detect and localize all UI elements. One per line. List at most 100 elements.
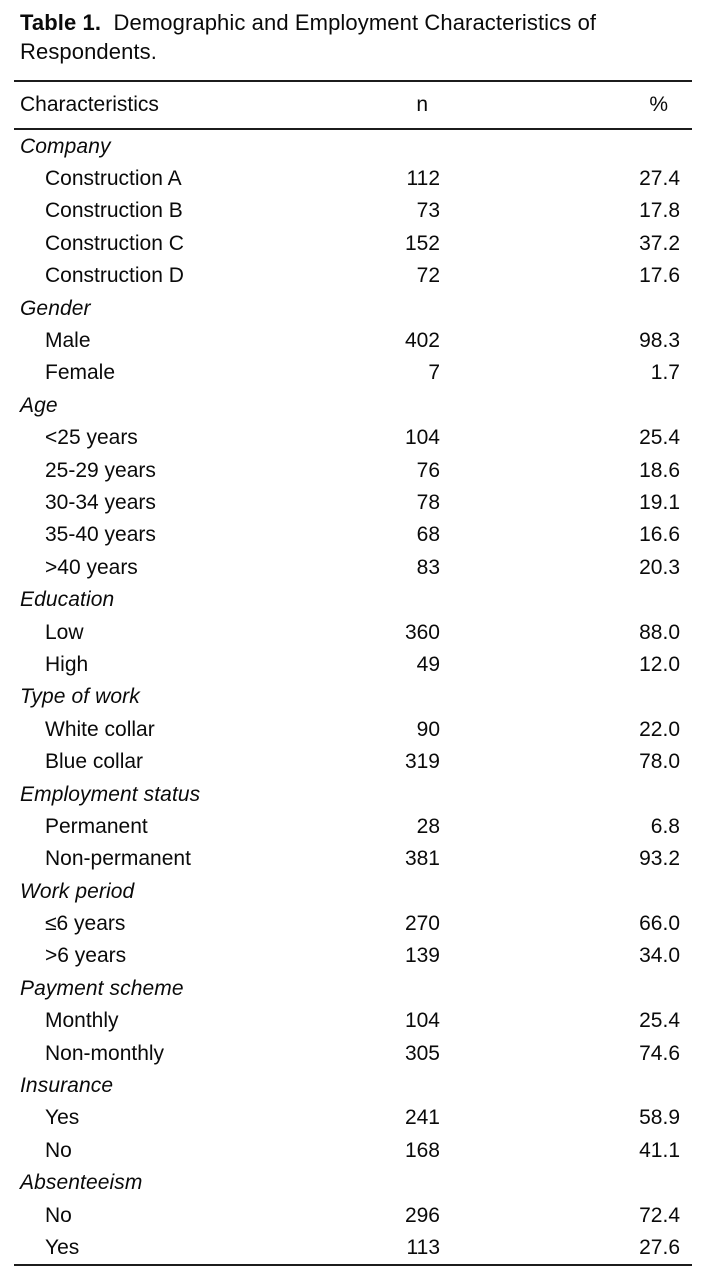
column-header-n: n	[416, 93, 428, 116]
header-row: Characteristics n %	[14, 81, 692, 129]
row-n-value: 168	[404, 1138, 440, 1162]
section-header-row: Payment scheme	[14, 972, 692, 1004]
section-name: Payment scheme	[20, 976, 184, 1000]
data-row: Permanent 28 6.8	[14, 810, 692, 842]
row-label: 25-29 years	[45, 458, 156, 482]
data-row: Non-monthly 305 74.6	[14, 1037, 692, 1069]
section-name: Insurance	[20, 1074, 114, 1098]
section-header-row: Employment status	[14, 778, 692, 810]
row-n-value: 360	[404, 620, 440, 644]
row-label: Construction A	[45, 167, 182, 191]
table-header: Characteristics n %	[14, 81, 692, 129]
section-header-row: Absenteeism	[14, 1167, 692, 1199]
row-percent-value: 1.7	[650, 361, 680, 385]
row-n-value: 112	[406, 167, 440, 191]
row-percent-value: 37.2	[639, 231, 680, 255]
row-percent-value: 88.0	[639, 620, 680, 644]
row-percent-value: 25.4	[639, 426, 680, 450]
row-percent-value: 17.6	[639, 264, 680, 288]
data-row: Non-permanent 381 93.2	[14, 843, 692, 875]
data-row: High 49 12.0	[14, 648, 692, 680]
row-percent-value: 93.2	[639, 847, 680, 871]
row-percent-value: 27.6	[639, 1235, 680, 1259]
section-header-row: Gender	[14, 292, 692, 324]
data-row: No 296 72.4	[14, 1199, 692, 1231]
row-n-value: 319	[404, 750, 440, 774]
row-percent-value: 98.3	[639, 329, 680, 353]
row-n-value: 152	[404, 231, 440, 255]
data-row: >40 years 83 20.3	[14, 551, 692, 583]
row-label: High	[45, 652, 89, 676]
section-name: Type of work	[20, 685, 140, 709]
row-label: Female	[45, 361, 116, 385]
table-caption-text: Demographic and Employment Characteristi…	[20, 10, 597, 64]
row-percent-value: 22.0	[639, 717, 680, 741]
row-n-value: 104	[404, 1009, 440, 1033]
section-header-row: Insurance	[14, 1069, 692, 1101]
row-label: ≤6 years	[45, 912, 126, 936]
section-name: Age	[20, 393, 58, 417]
data-row: Construction B 73 17.8	[14, 195, 692, 227]
row-label: 35-40 years	[45, 523, 156, 547]
column-header-percent: %	[649, 93, 668, 116]
data-row: <25 years 104 25.4	[14, 422, 692, 454]
row-label: Yes	[45, 1106, 80, 1130]
row-n-value: 28	[416, 814, 440, 838]
row-n-value: 296	[404, 1203, 440, 1227]
row-label: <25 years	[45, 426, 138, 450]
data-row: Female 7 1.7	[14, 357, 692, 389]
row-label: Monthly	[45, 1009, 119, 1033]
table-body: Company Construction A 112 27.4 Construction…	[14, 129, 692, 1265]
row-n-value: 113	[406, 1235, 440, 1259]
section-name: Gender	[20, 296, 91, 320]
row-percent-value: 20.3	[639, 555, 680, 579]
section-name: Education	[20, 588, 115, 612]
row-label: Permanent	[45, 814, 148, 838]
section-header-row: Work period	[14, 875, 692, 907]
row-label: No	[45, 1203, 72, 1227]
row-n-value: 73	[416, 199, 440, 223]
row-label: Low	[45, 620, 84, 644]
row-n-value: 402	[404, 329, 440, 353]
row-label: >6 years	[45, 944, 127, 968]
row-label: >40 years	[45, 555, 138, 579]
row-n-value: 305	[404, 1041, 440, 1065]
row-n-value: 270	[404, 912, 440, 936]
section-header-row: Education	[14, 583, 692, 615]
row-percent-value: 17.8	[639, 199, 680, 223]
row-percent-value: 19.1	[639, 490, 680, 514]
row-n-value: 68	[416, 523, 440, 547]
row-label: Yes	[45, 1235, 80, 1259]
row-label: 30-34 years	[45, 490, 156, 514]
row-n-value: 83	[416, 555, 440, 579]
table-caption: Table 1. Demographic and Employment Char…	[20, 8, 686, 66]
row-n-value: 90	[416, 717, 440, 741]
row-percent-value: 72.4	[639, 1203, 680, 1227]
row-n-value: 76	[416, 458, 440, 482]
row-n-value: 104	[404, 426, 440, 450]
row-percent-value: 66.0	[639, 912, 680, 936]
section-header-row: Age	[14, 389, 692, 421]
row-label: Construction D	[45, 264, 184, 288]
row-percent-value: 18.6	[639, 458, 680, 482]
data-row: Male 402 98.3	[14, 324, 692, 356]
row-n-value: 241	[404, 1106, 440, 1130]
data-row: Yes 241 58.9	[14, 1102, 692, 1134]
table-caption-label: Table 1.	[20, 10, 102, 35]
section-header-row: Company	[14, 129, 692, 162]
row-n-value: 49	[416, 652, 440, 676]
data-row: Construction A 112 27.4	[14, 162, 692, 194]
row-percent-value: 6.8	[650, 814, 680, 838]
row-percent-value: 74.6	[639, 1041, 680, 1065]
row-label: Construction B	[45, 199, 183, 223]
data-row: No 168 41.1	[14, 1134, 692, 1166]
data-row: 25-29 years 76 18.6	[14, 454, 692, 486]
data-row: Blue collar 319 78.0	[14, 745, 692, 777]
row-label: Construction C	[45, 231, 184, 255]
row-percent-value: 41.1	[639, 1138, 680, 1162]
row-n-value: 381	[404, 847, 440, 871]
section-name: Absenteeism	[20, 1171, 143, 1195]
data-row: Construction D 72 17.6	[14, 260, 692, 292]
data-row: White collar 90 22.0	[14, 713, 692, 745]
